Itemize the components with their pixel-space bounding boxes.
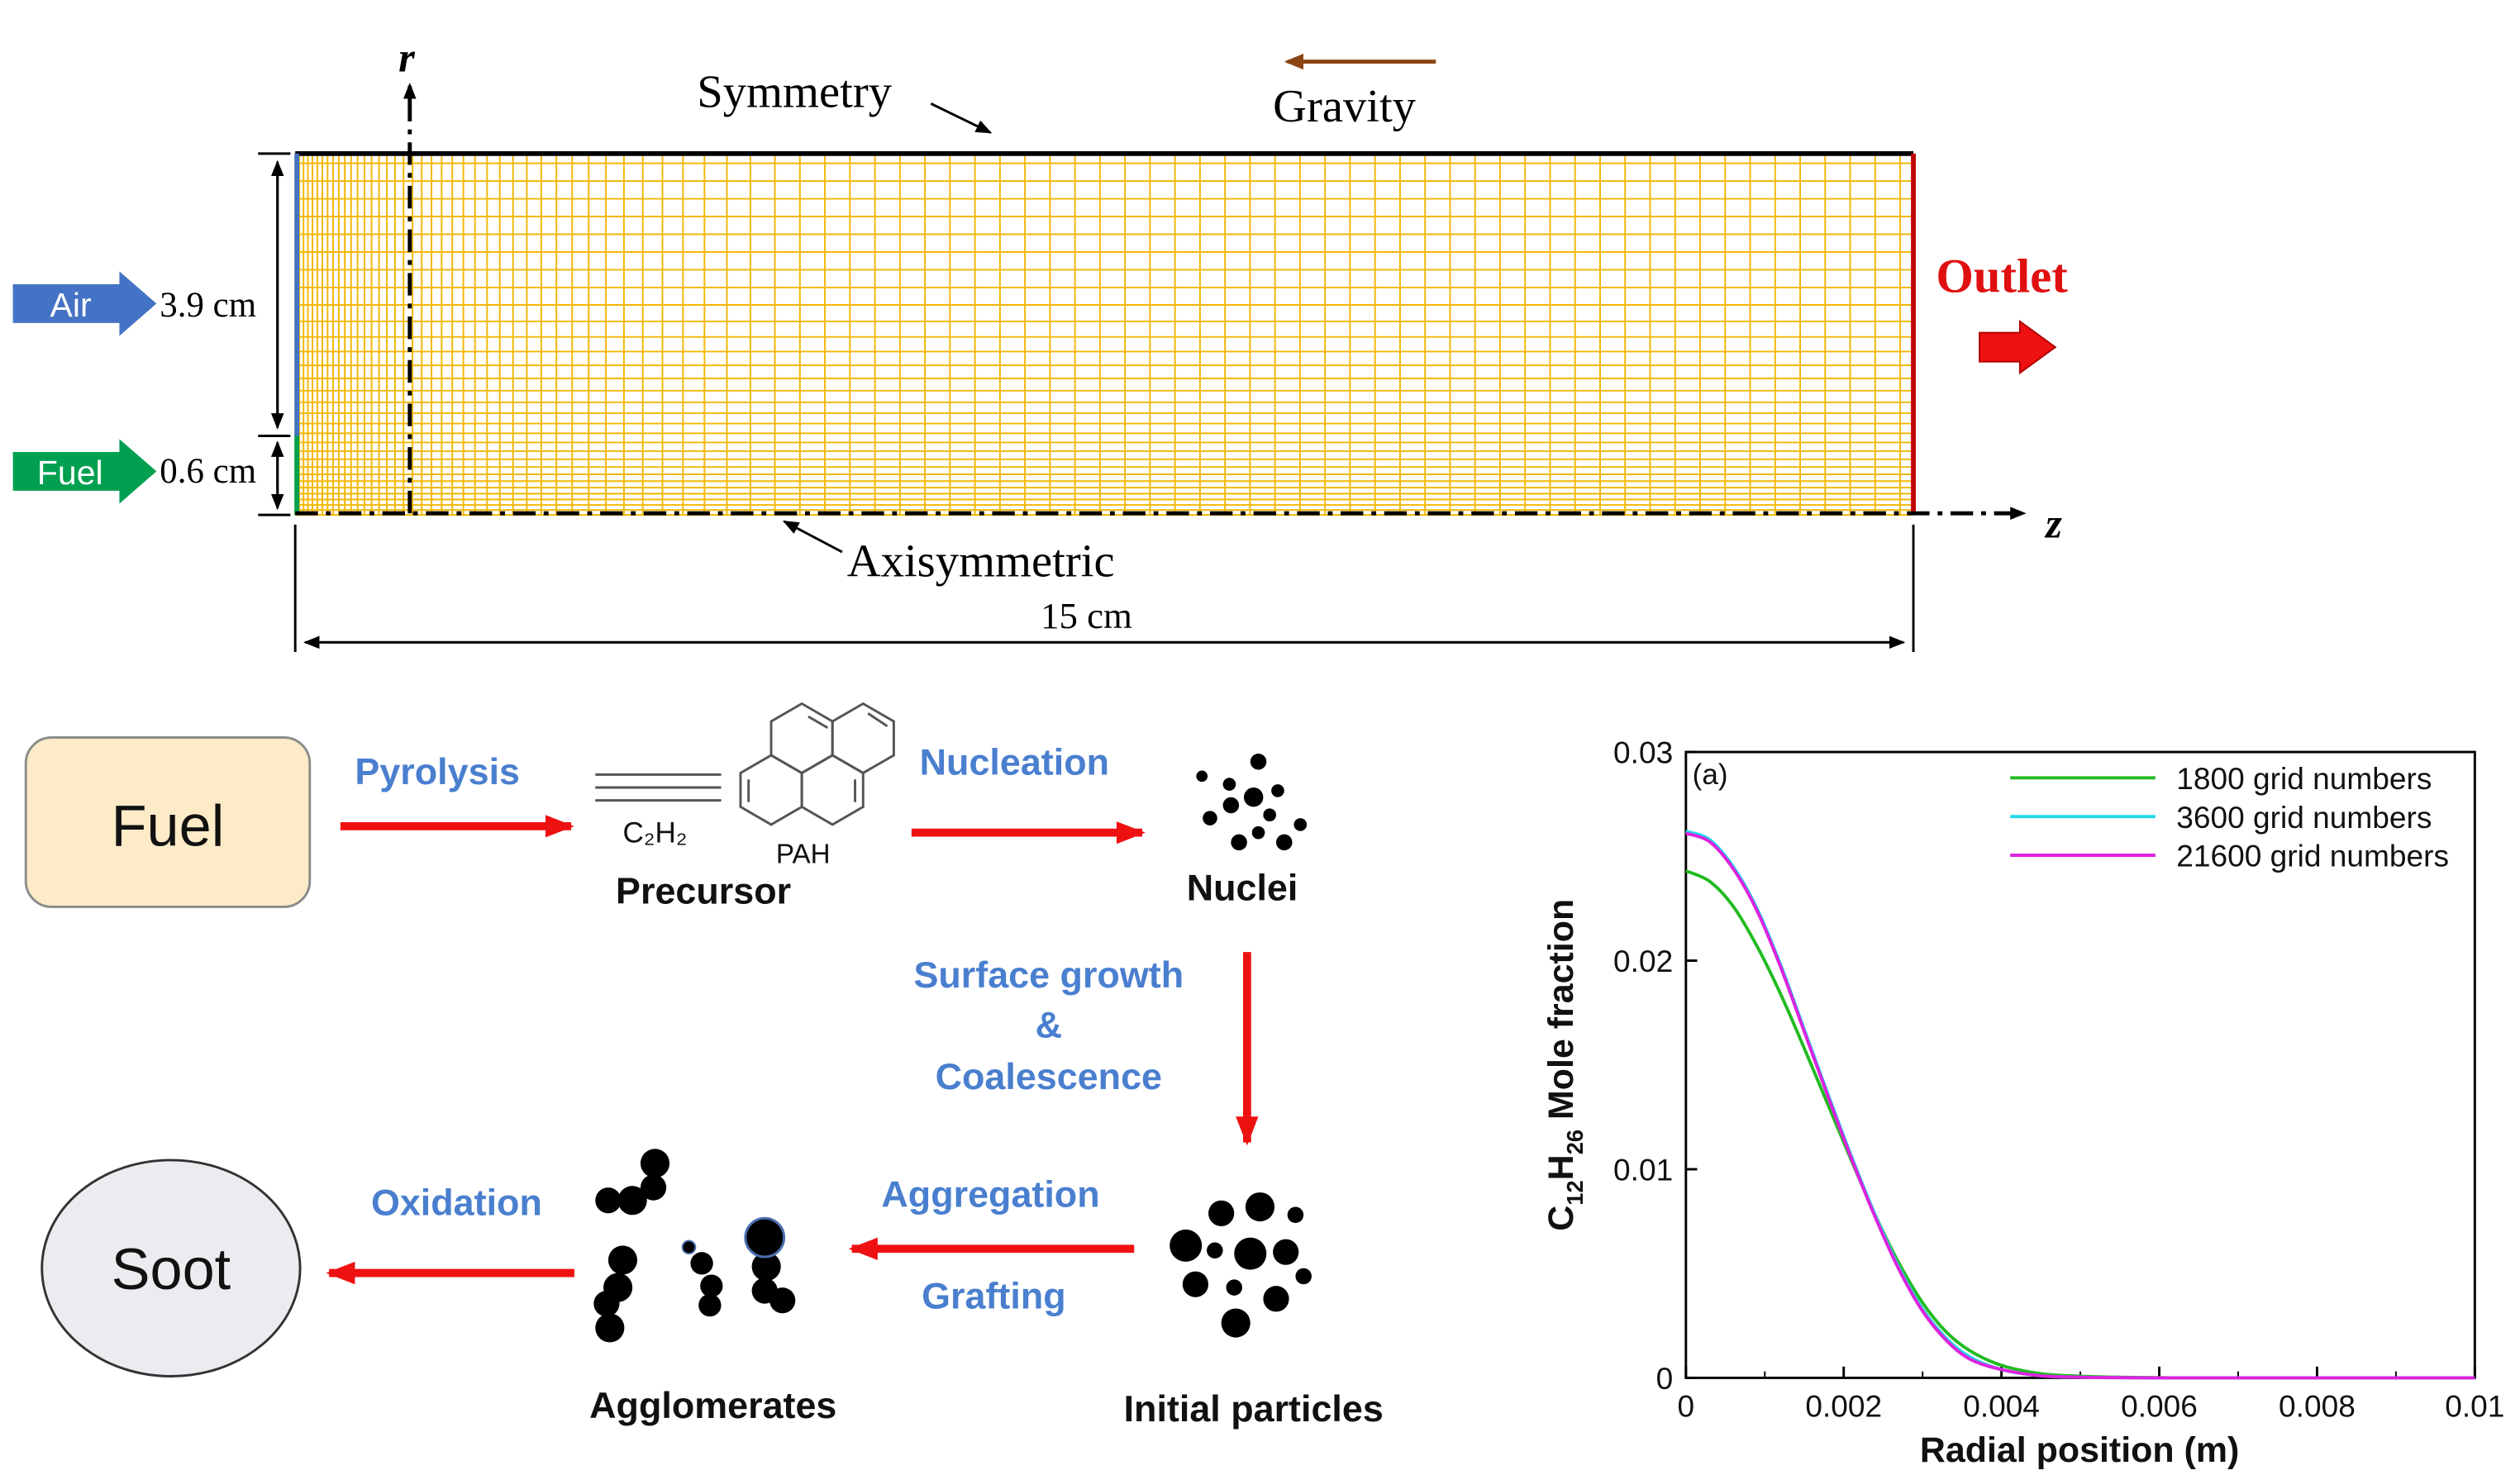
- c2h2-label: C₂H₂: [622, 816, 687, 849]
- c2h2-molecule-icon: [595, 773, 722, 802]
- initial-particles-icon: [1169, 1192, 1312, 1338]
- fuel-inlet-arrow-icon: [12, 439, 157, 504]
- x-axis-label: Radial position (m): [1920, 1430, 2239, 1470]
- outlet-label: Outlet: [1936, 250, 2068, 303]
- legend: 1800 grid numbers 3600 grid numbers 21600 …: [2010, 761, 2449, 873]
- x-tick-label: 0.002: [1805, 1388, 1882, 1423]
- nuclei-particles-icon: [1196, 754, 1308, 851]
- soot-formation-diagram: Fuel Soot Pyrolysis C₂H₂ PAH Precursor N…: [24, 702, 1384, 1430]
- legend-label-3: 21600 grid numbers: [2176, 839, 2449, 873]
- oxidation-label: Oxidation: [371, 1181, 542, 1223]
- y-axis-label: C12H26 Mole fraction: [1541, 899, 1588, 1231]
- legend-label-2: 3600 grid numbers: [2176, 800, 2432, 835]
- fuel-box-label: Fuel: [112, 792, 225, 858]
- series-line-1: [1685, 869, 2475, 1380]
- nuclei-label: Nuclei: [1187, 867, 1298, 909]
- x-tick-label: 0.006: [2121, 1388, 2198, 1423]
- air-inlet-arrow-icon: [12, 271, 157, 336]
- y-axis-ticks: 0 0.01 0.02 0.03: [1613, 735, 1698, 1396]
- pyrolysis-label: Pyrolysis: [355, 750, 520, 792]
- mesh-grid: [294, 153, 1914, 516]
- nucleation-label: Nucleation: [920, 740, 1109, 783]
- initial-particles-label: Initial particles: [1124, 1387, 1384, 1430]
- x-tick-label: 0.01: [2445, 1388, 2504, 1423]
- ampersand-label: &: [1036, 1004, 1062, 1046]
- height-fuel-label: 0.6 cm: [160, 452, 256, 491]
- fuel-box: [24, 736, 312, 908]
- series-line-2: [1685, 830, 2475, 1380]
- gravity-label: Gravity: [1273, 81, 1417, 132]
- legend-label-1: 1800 grid numbers: [2176, 761, 2432, 796]
- series-line-3: [1685, 831, 2475, 1380]
- domain-diagram: z r Symmetry Gravity Outlet Axisymmetric…: [12, 34, 2068, 653]
- coalescence-label: Coalescence: [936, 1055, 1162, 1097]
- symmetry-pointer: [930, 102, 993, 134]
- axisymmetric-label: Axisymmetric: [847, 535, 1115, 587]
- pah-label: PAH: [776, 840, 831, 870]
- precursor-label: Precursor: [616, 870, 791, 912]
- grafting-label: Grafting: [922, 1275, 1066, 1317]
- surface-growth-label: Surface growth: [913, 954, 1184, 996]
- soot-label: Soot: [112, 1236, 231, 1301]
- air-label: Air: [50, 286, 92, 324]
- aggregation-label: Aggregation: [881, 1173, 1099, 1216]
- r-axis-label: r: [398, 34, 416, 80]
- mole-fraction-chart: 0 0.002 0.004 0.006 0.008 0.01 00.010.020.03 …: [1541, 735, 2504, 1470]
- y-tick-label: 0: [1656, 1361, 1674, 1396]
- panel-annotation: (a): [1693, 759, 1728, 791]
- y-tick-label: 0.01: [1613, 1153, 1673, 1187]
- domain-background: [295, 153, 1914, 516]
- soot-ellipse: [40, 1159, 302, 1377]
- length-label: 15 cm: [1041, 595, 1132, 636]
- fuel-label: Fuel: [37, 454, 103, 492]
- x-tick-label: 0: [1678, 1388, 1695, 1423]
- outlet-arrow-icon: [1979, 319, 2057, 375]
- pah-molecule-icon: [739, 702, 895, 826]
- axisymmetric-pointer: [782, 520, 843, 554]
- y-tick-label: 0.02: [1613, 944, 1673, 978]
- z-axis-label: z: [2044, 500, 2062, 546]
- series-lines: [1685, 830, 2475, 1380]
- agglomerates-icon: [593, 1149, 796, 1343]
- height-air-label: 3.9 cm: [160, 286, 256, 325]
- x-axis-ticks: 0 0.002 0.004 0.006 0.008 0.01: [1678, 1366, 2504, 1423]
- symmetry-label: Symmetry: [697, 66, 893, 117]
- agglomerates-label: Agglomerates: [589, 1384, 836, 1426]
- y-tick-label: 0.03: [1613, 735, 1673, 770]
- x-tick-label: 0.004: [1963, 1388, 2040, 1423]
- x-tick-label: 0.008: [2279, 1388, 2356, 1423]
